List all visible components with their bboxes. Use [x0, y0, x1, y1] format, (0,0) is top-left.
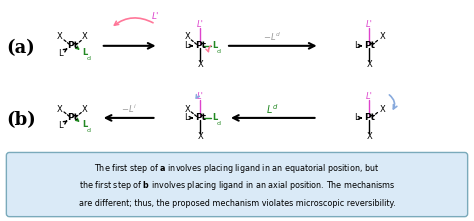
FancyBboxPatch shape — [6, 152, 468, 217]
Text: L: L — [184, 113, 189, 122]
Text: d: d — [87, 128, 91, 133]
Text: L: L — [82, 48, 87, 57]
Text: L': L' — [197, 20, 204, 29]
Text: X: X — [82, 32, 88, 41]
Text: the first step of $\bf{b}$ involves placing ligand in an axial position. The mec: the first step of $\bf{b}$ involves plac… — [79, 179, 395, 192]
Text: X: X — [366, 132, 372, 141]
Text: X: X — [184, 32, 190, 41]
Text: L': L' — [152, 12, 159, 21]
Text: X: X — [184, 105, 190, 114]
Text: L: L — [354, 41, 359, 50]
Text: $-L^i$: $-L^i$ — [121, 103, 137, 115]
Text: L': L' — [197, 92, 204, 101]
Text: X: X — [197, 60, 203, 69]
Text: X: X — [379, 32, 385, 41]
Text: L': L' — [366, 20, 373, 29]
Text: Pt: Pt — [364, 113, 375, 122]
Text: X: X — [82, 105, 88, 114]
Text: are different; thus, the proposed mechanism violates microscopic reversibility.: are different; thus, the proposed mechan… — [79, 199, 395, 208]
Text: L: L — [212, 113, 218, 122]
Text: X: X — [197, 132, 203, 141]
Text: L: L — [212, 41, 218, 50]
Text: Pt: Pt — [195, 41, 206, 50]
Text: X: X — [57, 32, 63, 41]
Text: Pt: Pt — [364, 41, 375, 50]
Text: X: X — [57, 105, 63, 114]
Text: Pt: Pt — [67, 113, 79, 122]
Text: X: X — [366, 60, 372, 69]
Text: (b): (b) — [6, 111, 36, 129]
Text: L: L — [58, 49, 63, 58]
Text: X: X — [379, 105, 385, 114]
Text: $L^d$: $L^d$ — [265, 102, 278, 116]
Text: The first step of $\bf{a}$ involves placing ligand in an equatorial position, bu: The first step of $\bf{a}$ involves plac… — [94, 162, 380, 175]
Text: L: L — [354, 113, 359, 122]
Text: L': L' — [366, 92, 373, 101]
Text: L: L — [58, 121, 63, 130]
Text: L: L — [82, 120, 87, 129]
Text: (a): (a) — [6, 39, 35, 57]
Text: L: L — [184, 41, 189, 50]
Text: d: d — [217, 49, 221, 54]
Text: Pt: Pt — [195, 113, 206, 122]
Text: $-L^d$: $-L^d$ — [263, 31, 281, 43]
Text: Pt: Pt — [67, 41, 79, 50]
Text: d: d — [217, 121, 221, 126]
Text: d: d — [87, 56, 91, 61]
